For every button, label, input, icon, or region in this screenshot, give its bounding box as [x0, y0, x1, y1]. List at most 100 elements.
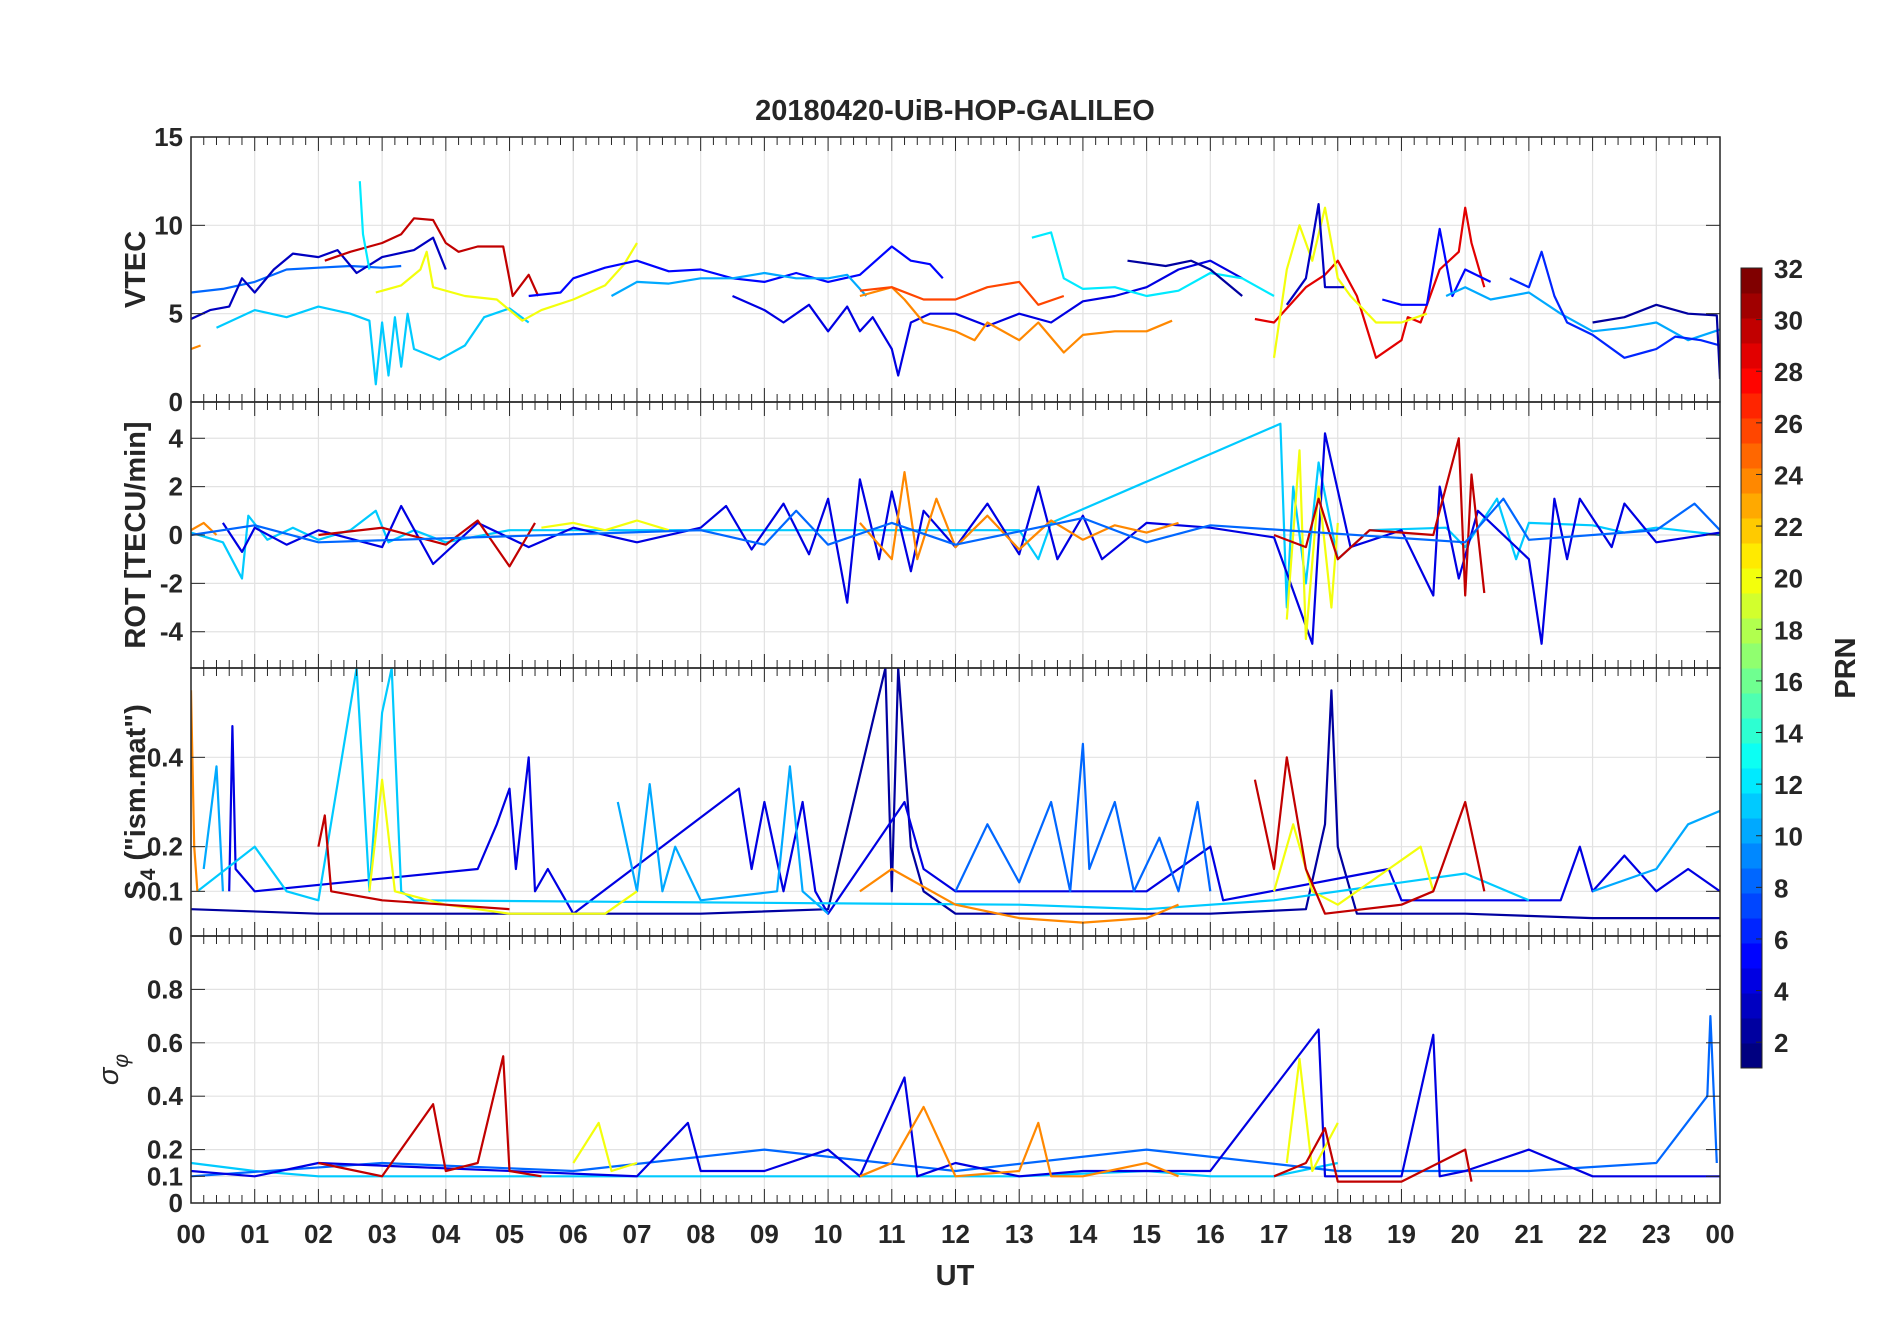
series-line-prn-20: [1272, 206, 1428, 358]
x-tick-label: 14: [1068, 1219, 1097, 1249]
series-line-prn-12: [358, 181, 371, 270]
y-axis-label-rest: ("ism.mat"): [120, 704, 152, 868]
colorbar-tick-label: 32: [1774, 254, 1803, 284]
panel-0: 0 5 10 15 VTEC: [120, 122, 1721, 417]
series-line-prn-20: [1285, 449, 1339, 641]
colorbar-segment: [1741, 693, 1762, 719]
colorbar-segment: [1741, 818, 1762, 844]
panel-2: 00.10.20.4S4 ("ism.mat"): [120, 667, 1721, 951]
colorbar-segment: [1741, 393, 1762, 419]
series-line-prn-24: [859, 471, 1179, 561]
series-line-prn-10: [1592, 809, 1720, 893]
series-line-prn-4: [191, 1028, 1720, 1178]
colorbar-frame: [1740, 267, 1763, 1069]
colorbar-segment: [1741, 318, 1762, 344]
series-line-prn-30: [317, 814, 510, 911]
x-tick-label: 11: [878, 1219, 906, 1249]
colorbar-tick-label: 14: [1774, 719, 1803, 749]
x-tick-label: 05: [495, 1219, 524, 1249]
chart-title: 20180420-UiB-HOP-GALILEO: [755, 95, 1155, 127]
colorbar-tick-label: 8: [1774, 873, 1788, 903]
colorbar-tick-label: 6: [1774, 925, 1788, 955]
series-line-prn-30: [324, 217, 540, 298]
colorbar-tick-label: 30: [1774, 306, 1803, 336]
series-line-prn-30: [1273, 437, 1486, 597]
x-tick-label: 01: [240, 1219, 269, 1249]
y-axis-label-sub: φ: [110, 1054, 133, 1068]
series-line-prn-10: [616, 765, 829, 915]
series-line-prn-8: [191, 1015, 1718, 1178]
series-line-prn-20: [375, 242, 638, 322]
y-tick-label: 0.1: [147, 876, 183, 906]
colorbar-segment: [1741, 618, 1762, 644]
colorbar-segment: [1741, 343, 1762, 369]
x-tick-label: 07: [622, 1219, 651, 1249]
series-line-prn-2: [1592, 303, 1720, 380]
y-tick-label: 5: [169, 299, 183, 329]
series-line-prn-10: [1445, 286, 1720, 342]
series-line-prn-30: [1253, 756, 1486, 915]
y-tick-label: 0.2: [147, 1135, 183, 1165]
series-line-prn-2: [1127, 259, 1243, 297]
series-line-prn-11: [191, 422, 1720, 609]
x-tick-label: 04: [431, 1219, 460, 1249]
colorbar-segment: [1741, 993, 1762, 1019]
y-tick-label: 0: [169, 1188, 183, 1218]
colorbar-segment: [1741, 868, 1762, 894]
x-tick-label: 10: [814, 1219, 843, 1249]
colorbar-segment: [1741, 968, 1762, 994]
x-tick-label: 08: [686, 1219, 715, 1249]
colorbar-segment: [1741, 943, 1762, 969]
colorbar-tick-label: 26: [1774, 409, 1803, 439]
y-tick-label: 0.2: [147, 832, 183, 862]
series-line-prn-20: [572, 1121, 638, 1173]
y-tick-label: 0: [169, 520, 183, 550]
colorbar-tick-label: 2: [1774, 1028, 1788, 1058]
series-line-prn-30: [1273, 1127, 1473, 1183]
x-tick-label: 18: [1323, 1219, 1352, 1249]
colorbar-segment: [1741, 568, 1762, 594]
x-axis-label: UT: [936, 1260, 975, 1292]
x-tick-label: 17: [1260, 1219, 1289, 1249]
series-line-prn-2: [191, 668, 1720, 920]
y-axis-label: VTEC: [120, 231, 152, 308]
colorbar-segment: [1741, 543, 1762, 569]
panel-1: -4 -2 0 2 4 ROT [TECU/min]: [120, 401, 1721, 669]
x-tick-label: 19: [1387, 1219, 1416, 1249]
series-group: [191, 668, 1720, 924]
colorbar-segment: [1741, 718, 1762, 744]
series-line-prn-24: [859, 867, 1179, 924]
series-group: [191, 181, 1720, 386]
series-line-prn-8: [954, 742, 1212, 893]
x-tick-label: 23: [1642, 1219, 1671, 1249]
x-tick-label: 21: [1514, 1219, 1543, 1249]
colorbar-segment: [1741, 468, 1762, 494]
y-tick-label: -2: [160, 568, 183, 598]
y-tick-label: 4: [169, 423, 184, 453]
colorbar-segment: [1741, 268, 1762, 294]
y-tick-label: 10: [154, 210, 183, 240]
series-line-prn-20: [541, 519, 670, 532]
colorbar-segment: [1741, 1043, 1762, 1069]
y-axis-label: S4 ("ism.mat"): [120, 704, 160, 900]
series-line-prn-30: [318, 519, 536, 568]
x-tick-label: 03: [368, 1219, 397, 1249]
x-tick-label: 09: [750, 1219, 779, 1249]
series-line-prn-20: [1272, 823, 1435, 906]
y-tick-label: 0.6: [147, 1028, 183, 1058]
series-group: [191, 422, 1720, 645]
y-tick-label: -4: [160, 617, 184, 647]
x-tick-label: 13: [1005, 1219, 1034, 1249]
y-axis-label-main: σ: [93, 1066, 125, 1085]
series-line-prn-11: [216, 305, 530, 386]
series-line-prn-26: [859, 280, 1065, 306]
x-tick-label: 00: [177, 1219, 206, 1249]
y-axis-label: σφ: [93, 1054, 133, 1086]
colorbar-segment: [1741, 368, 1762, 394]
x-tick-label: 12: [941, 1219, 970, 1249]
y-tick-label: 15: [154, 122, 183, 152]
y-axis-label-main: S: [120, 880, 152, 899]
series-line-prn-20: [1285, 1057, 1339, 1173]
x-tick-label: 06: [559, 1219, 588, 1249]
